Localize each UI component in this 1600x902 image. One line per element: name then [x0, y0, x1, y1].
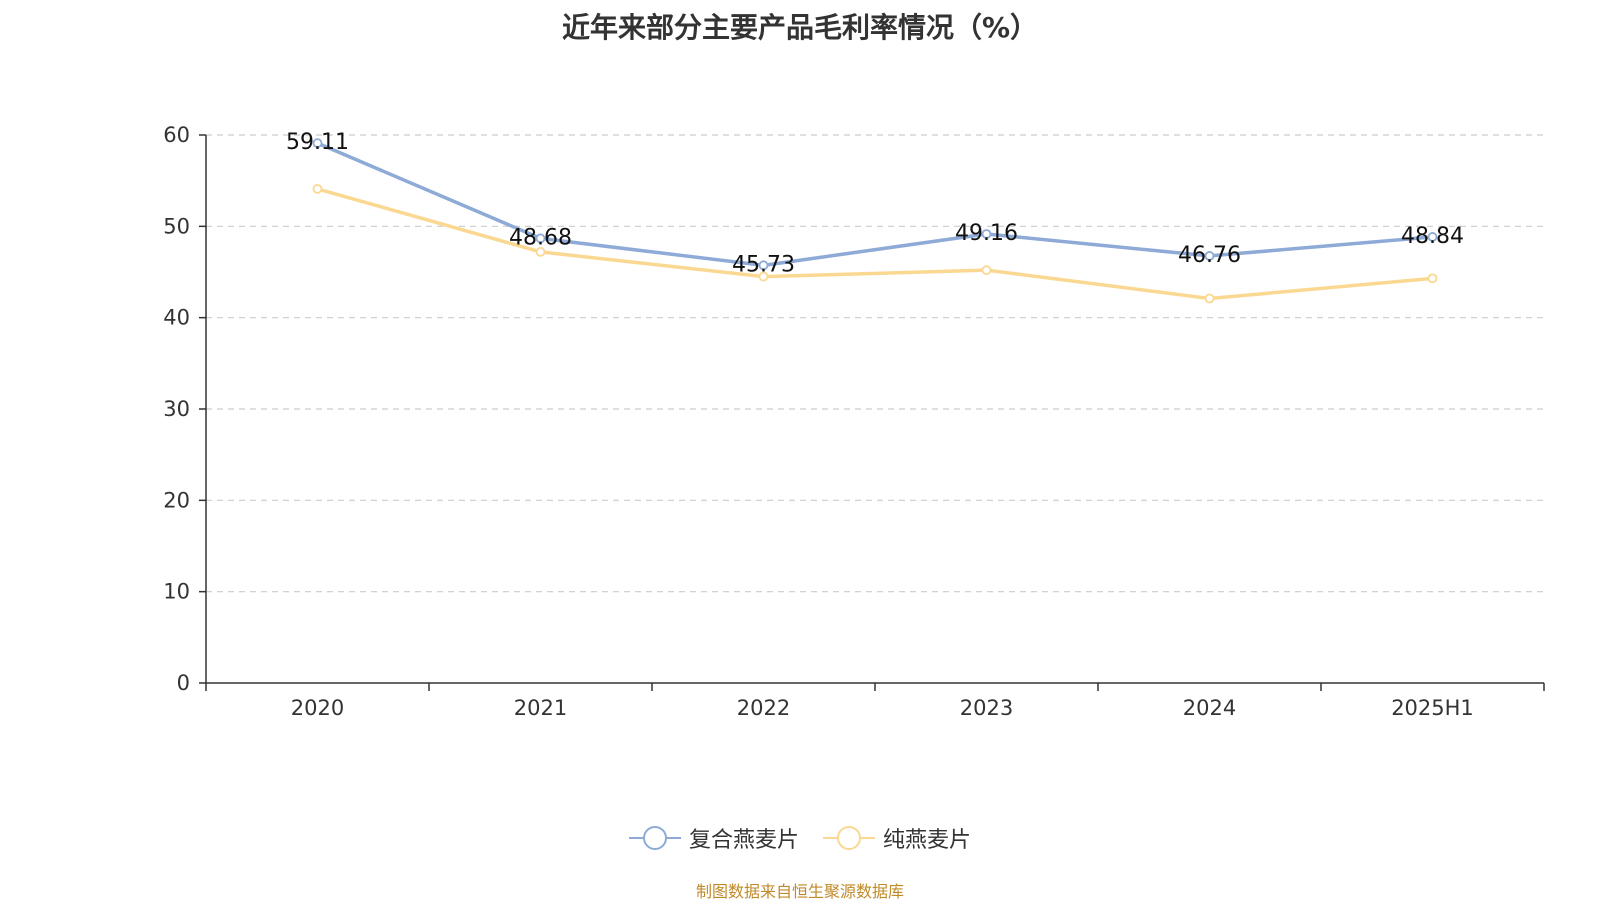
legend-label: 复合燕麦片: [688, 828, 799, 853]
data-label: 48.68: [509, 225, 572, 250]
x-tick-label-2022: 2022: [737, 696, 790, 720]
series-line-1: [317, 187, 1433, 301]
data-label: 59.11: [286, 130, 349, 155]
data-label: 45.73: [732, 252, 795, 277]
series-lines: [312, 138, 1438, 304]
series-line-0: [316, 141, 1433, 268]
data-point-series-1: [535, 247, 546, 257]
data-point-series-1: [758, 271, 769, 282]
y-tick-label: 40: [163, 306, 190, 330]
grid-lines: [206, 134, 1544, 593]
x-tick-label-2020: 2020: [291, 696, 344, 720]
data-point-series-1: [1204, 293, 1215, 304]
data-point-series-0: [1204, 251, 1215, 261]
chart-title: 近年来部分主要产品毛利率情况（%）: [561, 11, 1039, 44]
data-label: 49.16: [955, 221, 1018, 246]
data-point-series-1: [1427, 273, 1438, 284]
x-tick-label-2021: 2021: [514, 696, 567, 720]
x-tick-label-2025H1: 2025H1: [1391, 696, 1474, 720]
data-label: 46.76: [1178, 243, 1241, 268]
legend-line-marker-icon: [823, 826, 875, 850]
y-tick-label: 10: [163, 580, 190, 604]
y-tick-label: 30: [163, 397, 190, 421]
data-point-series-1: [981, 265, 992, 276]
data-source-note: 制图数据来自恒生聚源数据库: [695, 882, 904, 901]
legend: 复合燕麦片 纯燕麦片: [0, 822, 1600, 854]
legend-item-pure-oat[interactable]: 纯燕麦片: [823, 822, 971, 854]
data-point-series-0: [312, 138, 323, 149]
y-tick-label: 20: [163, 488, 190, 512]
data-point-series-0: [535, 233, 546, 244]
data-labels: 59.11 48.68 45.73 49.16 46.76 48.84: [286, 130, 1464, 277]
data-point-series-0: [981, 229, 992, 239]
legend-line-marker-icon: [628, 826, 681, 850]
y-tick-label: 0: [177, 671, 190, 695]
axes: 0 10 20 30 40 50 60 2020 2021 2022 2023 2024 2025H1: [163, 123, 1545, 720]
data-point-series-0: [1427, 232, 1438, 242]
x-tick-label-2023: 2023: [960, 696, 1013, 720]
data-label: 48.84: [1401, 224, 1464, 249]
x-tick-label-2024: 2024: [1183, 696, 1236, 720]
legend-label: 纯燕麦片: [883, 828, 972, 853]
data-point-series-1: [312, 183, 323, 194]
y-tick-label: 50: [163, 214, 190, 238]
y-tick-label: 60: [163, 123, 190, 147]
data-point-series-0: [758, 260, 769, 271]
legend-item-compound-oat[interactable]: 复合燕麦片: [628, 822, 799, 854]
